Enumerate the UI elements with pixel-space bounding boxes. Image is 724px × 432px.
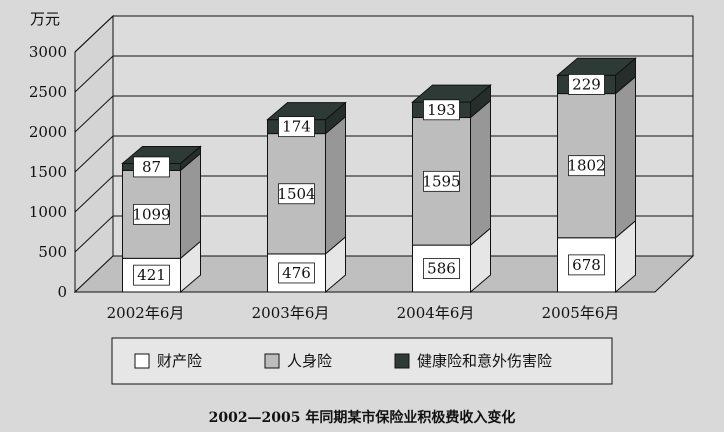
- data-label: 229: [572, 75, 601, 93]
- y-tick-label: 0: [57, 283, 67, 301]
- legend-entry: 财产险: [157, 352, 202, 370]
- bar-stack: 678 1802 229: [556, 57, 637, 294]
- data-label-box: [568, 254, 605, 276]
- data-label-box: [133, 156, 170, 178]
- data-label-box: [423, 170, 460, 192]
- y-tick-label: 500: [38, 243, 67, 261]
- data-label-box: [133, 264, 170, 286]
- y-tick-label: 1000: [29, 203, 67, 221]
- y-tick-label: 2000: [29, 123, 67, 141]
- data-label-box: [423, 258, 460, 279]
- legend-box: [111, 337, 613, 385]
- data-label: 476: [282, 264, 311, 282]
- data-label-box: [278, 262, 315, 284]
- data-label-box: [278, 183, 315, 205]
- data-label: 1802: [567, 157, 605, 175]
- grid-line: [74, 215, 693, 253]
- bar-segment-side: [470, 99, 491, 247]
- grid-line: [74, 15, 693, 53]
- y-tick-label: 2500: [29, 83, 67, 101]
- data-label-box: [568, 74, 605, 95]
- data-label: 174: [282, 118, 311, 136]
- legend-swatch: [134, 353, 150, 369]
- grid-line: [74, 55, 693, 93]
- data-label-box: [568, 155, 605, 177]
- grid-line: [74, 95, 693, 133]
- x-tick-label: 2004年6月: [397, 304, 475, 322]
- data-label-box: [278, 116, 315, 138]
- data-label: 586: [427, 260, 456, 278]
- bar-segment-side: [325, 115, 346, 256]
- bar-stack: 586 1595 193: [411, 83, 492, 294]
- bar-segment-side: [615, 75, 636, 239]
- data-label: 87: [142, 158, 161, 176]
- x-tick-label: 2005年6月: [542, 304, 620, 322]
- data-label: 421: [137, 266, 166, 284]
- bar-segment-side: [180, 152, 201, 260]
- data-label-box: [423, 99, 460, 121]
- y-tick-label: 3000: [29, 43, 67, 61]
- bar-stack: 476 1504 174: [266, 101, 347, 294]
- data-label: 1504: [277, 185, 315, 203]
- legend-swatch: [264, 353, 280, 369]
- y-axis-label: 万元: [30, 10, 60, 28]
- grid-line: [74, 175, 693, 213]
- y-tick-label: 1500: [29, 163, 67, 181]
- data-label: 193: [427, 101, 456, 119]
- bar-stack: 421 1099 87: [121, 145, 202, 294]
- chart-title: 2002—2005 年同期某市保险业积极费收入变化: [209, 409, 516, 426]
- legend-entry: 人身险: [287, 352, 332, 370]
- legend-entry: 健康险和意外伤害险: [417, 352, 552, 370]
- data-label: 1595: [422, 172, 460, 190]
- data-label-box: [133, 203, 170, 225]
- legend-swatch: [394, 353, 410, 369]
- data-label: 1099: [132, 205, 170, 223]
- x-tick-label: 2003年6月: [252, 304, 330, 322]
- data-label: 678: [572, 256, 601, 274]
- x-tick-label: 2002年6月: [107, 304, 185, 322]
- grid-line: [74, 135, 693, 173]
